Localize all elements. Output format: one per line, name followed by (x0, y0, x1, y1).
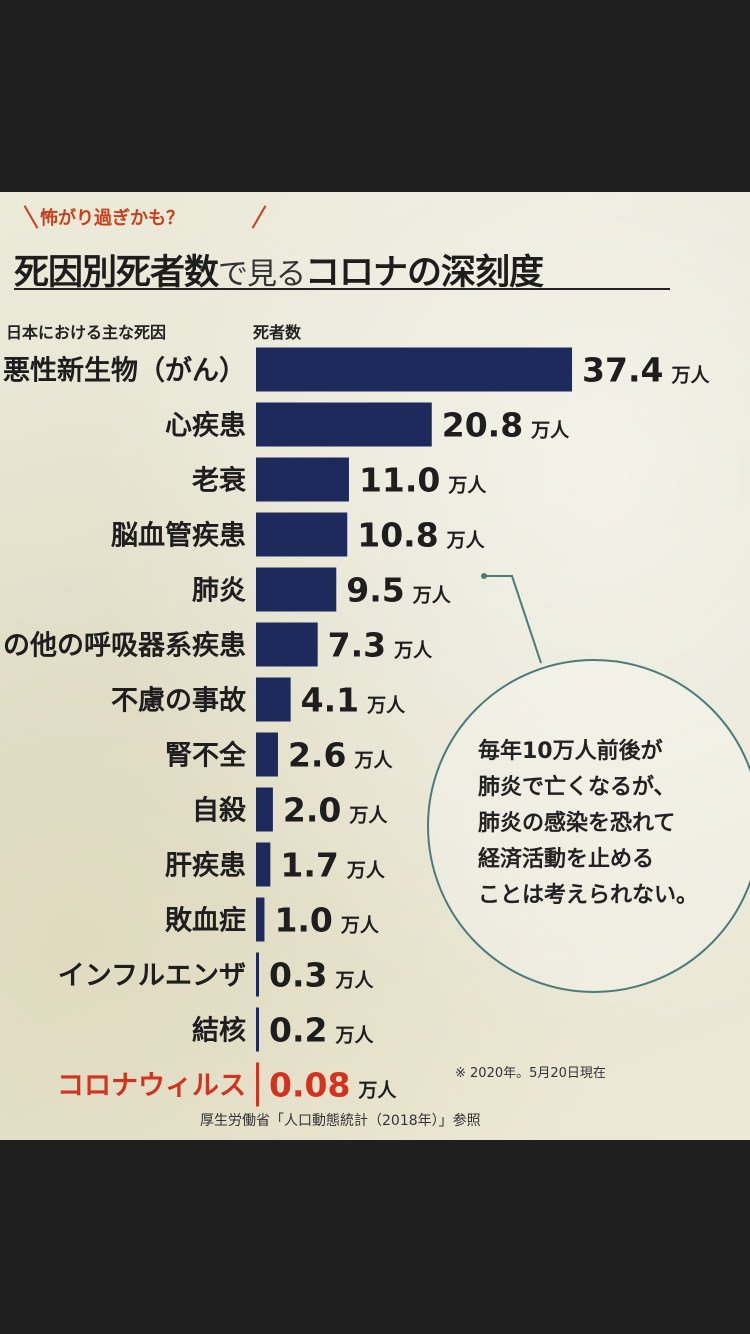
value-label: 0.3 万人 (269, 956, 374, 995)
value-label: 9.5 万人 (346, 571, 451, 610)
date-note: ※ 2020年。5月20日現在 (455, 1066, 606, 1081)
callout-line: 肺炎で亡くなるが、 (478, 775, 676, 800)
category-label: 結核 (192, 1015, 246, 1047)
bar (256, 787, 273, 832)
headline-rule (14, 288, 670, 290)
category-label: 敗血症 (165, 906, 246, 937)
value-label: 4.1 万人 (301, 681, 406, 720)
bar (256, 677, 291, 722)
bar (256, 567, 337, 612)
bar (256, 1007, 259, 1052)
value-label: 0.2 万人 (269, 1011, 374, 1050)
value-label: 11.0 万人 (359, 461, 487, 500)
column-header-cause: 日本における主な死因 (6, 323, 167, 342)
value-label: 7.3 万人 (328, 626, 433, 665)
bar (256, 347, 573, 392)
category-label: 脳血管疾患 (110, 520, 246, 552)
bar (256, 897, 265, 942)
chart-photo: 怖がり過ぎかも？ 死因別死者数で見るコロナの深刻度 日本における主な死因 死者数… (0, 192, 750, 1140)
headline-part2: で見る (218, 257, 306, 292)
value-label: 2.6 万人 (288, 736, 393, 775)
callout-line: 毎年10万人前後が (478, 739, 663, 764)
category-label: 肺炎 (192, 576, 246, 607)
callout-circle (427, 659, 750, 993)
headline-part3: コロナの深刻度 (305, 253, 544, 293)
bar (256, 457, 349, 502)
kicker-text: 怖がり過ぎかも？ (40, 208, 184, 229)
value-label: 10.8 万人 (357, 516, 485, 555)
value-label: 20.8 万人 (442, 406, 570, 445)
callout-line: 経済活動を止める (478, 847, 655, 872)
value-label: 1.0 万人 (274, 901, 379, 940)
headline: 死因別死者数で見るコロナの深刻度 (14, 244, 544, 295)
bar (256, 1062, 259, 1107)
bar (256, 402, 432, 447)
category-label: の他の呼吸器系疾患 (3, 630, 246, 662)
bar (256, 512, 348, 557)
bar (256, 952, 259, 997)
callout-leader-line (481, 573, 542, 664)
category-label: 心疾患 (165, 410, 246, 442)
bar (256, 732, 278, 777)
headline-part1: 死因別死者数 (14, 253, 219, 293)
column-header-deaths: 死者数 (253, 323, 302, 342)
category-label: 腎不全 (165, 740, 247, 772)
category-label: 肝疾患 (165, 850, 246, 882)
bar (256, 842, 271, 887)
callout-text: 毎年10万人前後が 肺炎で亡くなるが、 肺炎の感染を恐れて 経済活動を止める こ… (478, 734, 738, 914)
value-label: 37.4 万人 (582, 351, 710, 390)
value-label: 1.7 万人 (280, 846, 385, 885)
category-label: 不慮の事故 (111, 686, 246, 717)
category-label: 悪性新生物（がん） (3, 355, 246, 387)
source-citation: 厚生労働省「人口動態統計（2018年）」参照 (200, 1113, 481, 1129)
value-label: 0.08 万人 (269, 1066, 397, 1105)
callout-line: 肺炎の感染を恐れて (478, 811, 676, 836)
callout-line: ことは考えられない。 (478, 883, 699, 908)
bar (256, 622, 318, 667)
category-label: コロナウィルス (57, 1071, 246, 1102)
category-label: 老衰 (192, 465, 247, 497)
category-label: 自殺 (192, 795, 247, 827)
value-label: 2.0 万人 (283, 791, 388, 830)
category-label: インフルエンザ (58, 961, 246, 992)
